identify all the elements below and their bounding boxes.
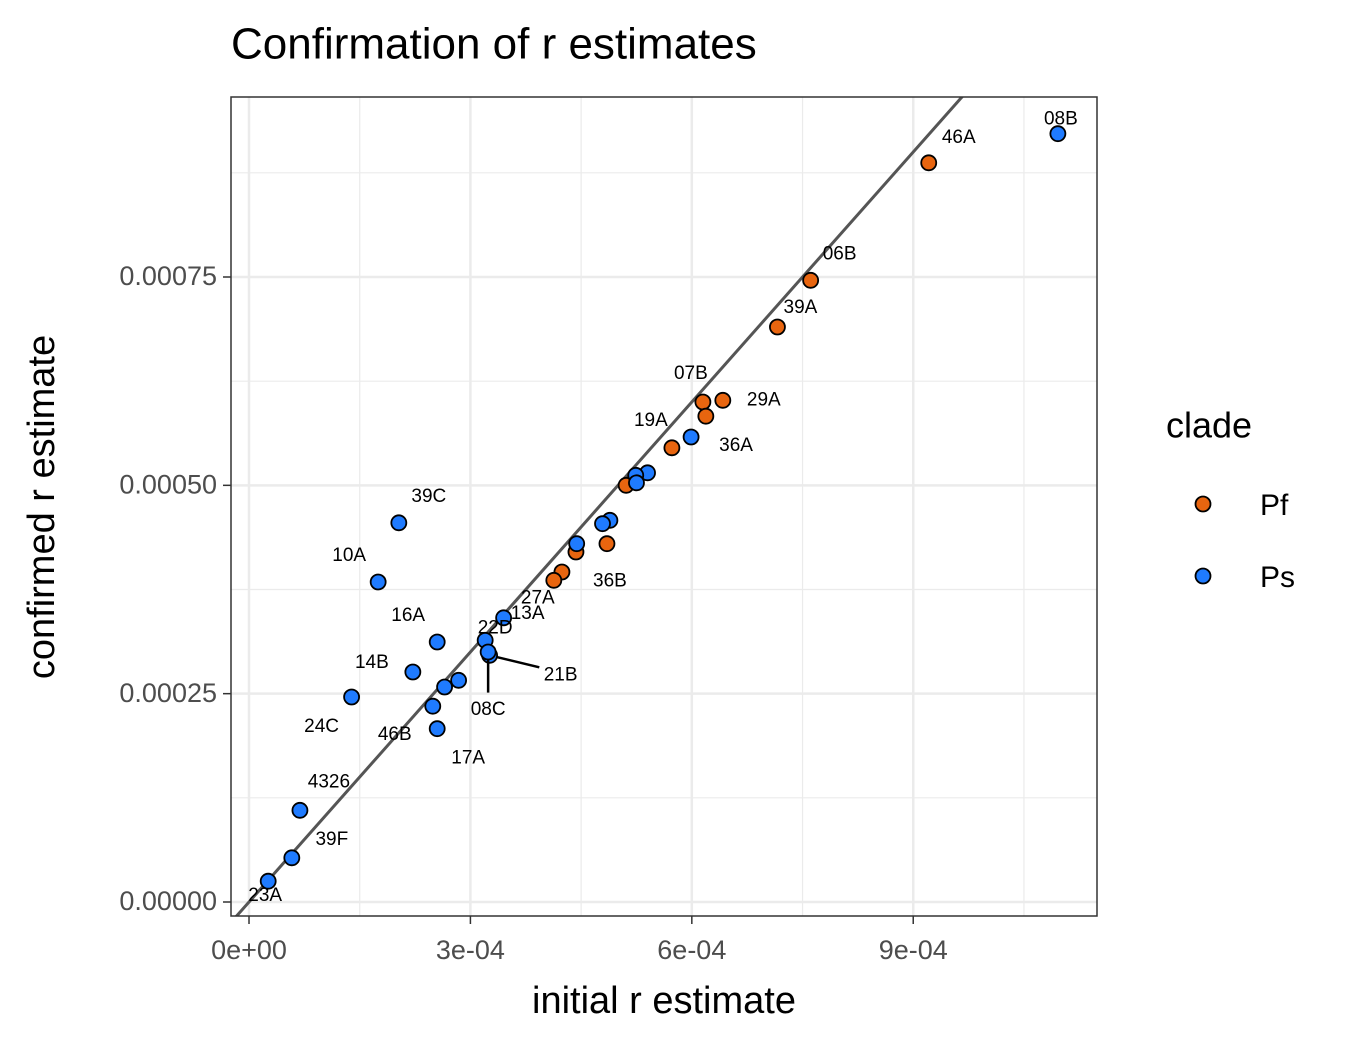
point <box>424 697 442 715</box>
y-tick-label: 0.00000 <box>119 886 217 916</box>
point-label: 27A <box>521 587 555 608</box>
legend-label: Pf <box>1260 489 1289 522</box>
point-label: 21B <box>544 664 578 685</box>
point <box>495 609 513 627</box>
point-label: 24C <box>304 716 339 737</box>
point <box>545 571 563 589</box>
point-label: 36A <box>719 435 753 456</box>
point <box>390 514 408 532</box>
point <box>769 318 786 336</box>
point-label: 08C <box>471 699 506 720</box>
point-label: 36B <box>593 571 627 592</box>
point <box>428 720 446 738</box>
point <box>697 407 715 425</box>
point <box>594 515 611 533</box>
point-label: 16A <box>391 605 425 626</box>
legend-title: clade <box>1166 405 1252 446</box>
point-label: 23A <box>248 885 282 906</box>
chart-title: Confirmation of r estimates <box>231 20 757 69</box>
point <box>404 663 422 681</box>
point-label: 4326 <box>308 771 350 792</box>
x-axis-label: initial r estimate <box>532 980 796 1022</box>
point-label: 39C <box>411 486 446 507</box>
point <box>714 391 732 409</box>
point <box>343 688 360 706</box>
legend-label: Ps <box>1260 561 1295 594</box>
point <box>436 678 453 696</box>
reference-layer <box>234 97 964 916</box>
x-tick-label: 9e-04 <box>879 935 948 965</box>
point <box>598 535 616 553</box>
panel-background <box>231 97 1097 916</box>
point-label: 17A <box>451 748 485 769</box>
point <box>663 439 681 457</box>
point <box>694 393 712 411</box>
point-label: 29A <box>747 389 781 410</box>
point <box>1049 125 1067 143</box>
label-leader <box>489 654 540 669</box>
point-label: 46B <box>378 724 412 745</box>
point-label: 46A <box>942 127 976 148</box>
point <box>428 633 446 651</box>
x-tick-label: 6e-04 <box>657 935 726 965</box>
reference-line <box>234 97 964 916</box>
point-label: 07B <box>674 363 708 384</box>
point-label: 39A <box>784 297 818 318</box>
points-layer: 46A 06B 39A 07B 29A 19A 36B 27A 08B 36A 39C 10A 13A 1… <box>248 109 1078 907</box>
point <box>682 428 700 446</box>
point-label: 06B <box>823 243 857 264</box>
point <box>802 271 820 289</box>
y-tick-label: 0.00075 <box>119 261 217 291</box>
point <box>568 535 586 553</box>
point-label: 13A <box>511 603 545 624</box>
y-tick-label: 0.00025 <box>119 678 217 708</box>
point-label: 14B <box>355 652 389 673</box>
y-axis-label: confirmed r estimate <box>21 335 63 679</box>
point <box>369 573 387 591</box>
x-tick-label: 0e+00 <box>211 935 287 965</box>
point <box>628 474 645 492</box>
panel-border <box>230 96 1098 917</box>
point <box>259 872 277 890</box>
point-label: 10A <box>332 545 366 566</box>
point-label: 39F <box>315 829 348 850</box>
y-tick-label: 0.00050 <box>119 469 217 499</box>
x-tick-label: 3e-04 <box>436 935 505 965</box>
legend-key <box>1194 567 1212 585</box>
point <box>479 643 497 661</box>
point <box>283 849 301 867</box>
point <box>291 801 309 819</box>
point-label: 08B <box>1044 109 1078 130</box>
point-label: 19A <box>634 410 668 431</box>
point <box>450 671 468 689</box>
point <box>920 154 938 172</box>
legend-key <box>1194 495 1212 513</box>
